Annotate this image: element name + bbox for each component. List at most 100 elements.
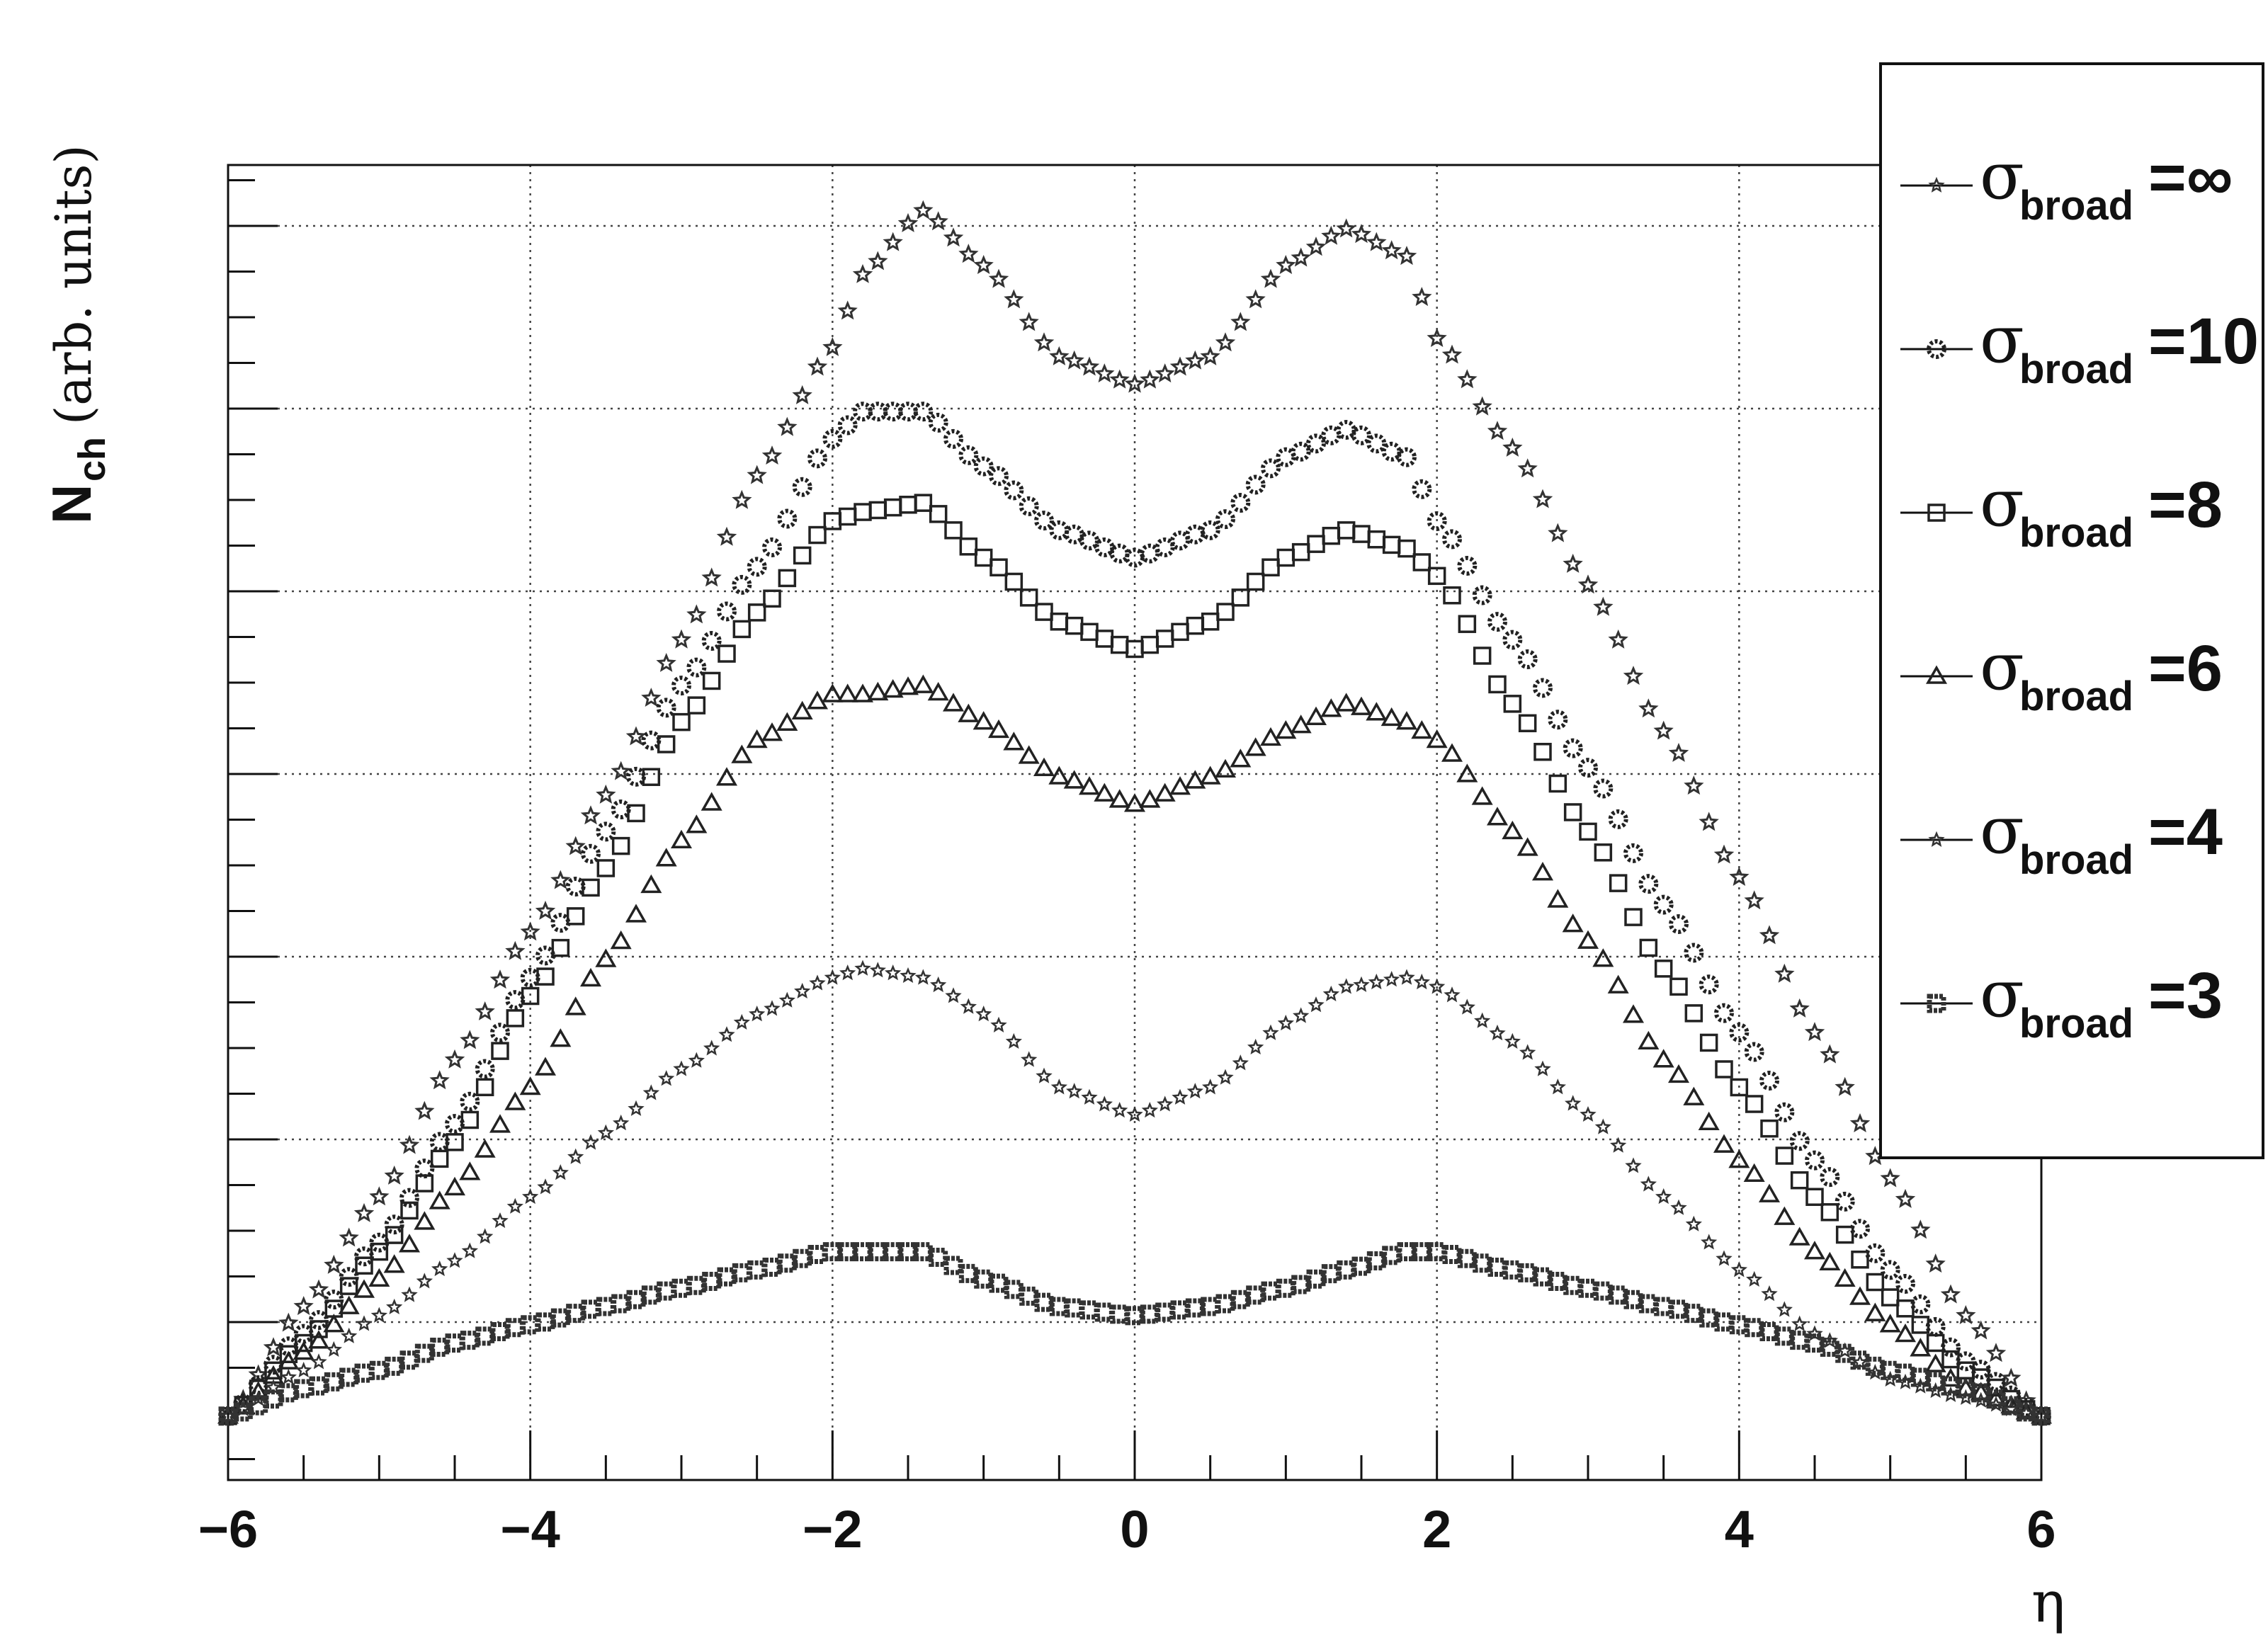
data-point — [746, 729, 768, 748]
data-point — [747, 465, 767, 484]
data-point — [882, 678, 904, 698]
data-point — [1623, 666, 1644, 685]
data-point — [446, 1133, 464, 1151]
data-point — [1532, 489, 1553, 508]
data-point — [764, 1000, 781, 1016]
legend-symbol: σ — [1980, 302, 2024, 377]
data-point — [1064, 524, 1084, 545]
data-point — [1004, 289, 1024, 309]
data-point — [1941, 1337, 1961, 1357]
data-point — [1078, 776, 1101, 795]
data-point — [1805, 1333, 1825, 1353]
data-point — [1670, 1199, 1687, 1215]
data-point — [506, 1009, 525, 1028]
data-point — [1549, 1078, 1567, 1095]
data-point — [1881, 1288, 1900, 1307]
data-point — [1321, 425, 1342, 445]
data-point — [1444, 986, 1461, 1003]
data-point — [718, 644, 736, 663]
data-point — [1744, 890, 1764, 910]
data-point — [1381, 240, 1402, 260]
data-point — [1865, 1243, 1886, 1263]
data-point — [1895, 1188, 1916, 1208]
data-point — [1577, 574, 1599, 594]
data-point — [610, 930, 632, 950]
data-point — [703, 1040, 720, 1056]
data-point — [1247, 1038, 1264, 1055]
data-point — [1774, 1206, 1796, 1225]
data-point — [597, 1124, 615, 1140]
legend-value: =6 — [2148, 632, 2223, 705]
data-point — [1502, 437, 1523, 457]
data-point — [552, 1164, 569, 1180]
data-point — [1063, 770, 1085, 789]
data-point — [325, 1341, 343, 1357]
data-point — [1427, 328, 1447, 348]
data-point — [1261, 458, 1281, 479]
data-point — [1834, 1268, 1856, 1287]
data-point — [793, 546, 812, 565]
data-point — [1563, 803, 1582, 821]
data-point — [595, 948, 617, 967]
data-point — [1291, 441, 1311, 462]
data-point — [1201, 613, 1220, 631]
data-point — [867, 681, 889, 701]
data-point — [1291, 247, 1311, 267]
data-point — [1698, 1111, 1720, 1131]
data-point — [1835, 1225, 1854, 1244]
data-point — [641, 688, 662, 707]
data-point — [671, 676, 691, 696]
data-point — [1244, 737, 1266, 756]
data-point — [2001, 1367, 2022, 1387]
data-point — [1879, 1314, 1901, 1333]
data-point — [429, 1070, 450, 1090]
data-point — [1685, 1215, 1702, 1231]
data-point — [1516, 837, 1538, 856]
data-point — [959, 537, 978, 556]
data-point — [1864, 1302, 1886, 1321]
data-point — [777, 416, 798, 436]
data-point — [853, 402, 873, 422]
x-tick-label: 0 — [1120, 1500, 1149, 1559]
data-point — [1531, 862, 1554, 881]
data-point — [777, 508, 798, 529]
data-point — [958, 703, 980, 722]
data-point — [794, 982, 811, 999]
data-point — [927, 682, 949, 701]
data-point — [611, 836, 630, 855]
data-point — [596, 784, 616, 804]
data-point — [1291, 1275, 1311, 1294]
data-point — [1609, 874, 1628, 892]
data-point — [1563, 553, 1583, 573]
y-axis-title-sub: ch — [71, 437, 113, 482]
data-point — [868, 251, 888, 271]
data-point — [1034, 1292, 1054, 1312]
legend-symbol: σ — [1980, 629, 2024, 705]
data-point — [1155, 537, 1175, 557]
data-point — [611, 761, 631, 780]
data-point — [2017, 1402, 2036, 1422]
series-open-triangle — [217, 674, 2053, 1424]
plot-background — [228, 165, 2041, 1480]
data-point — [1079, 530, 1099, 551]
data-point — [1759, 925, 1780, 945]
data-point — [914, 494, 933, 512]
data-point — [1397, 447, 1417, 467]
data-point — [1351, 425, 1371, 445]
data-point — [581, 843, 601, 864]
data-point — [1246, 572, 1265, 591]
data-point — [1429, 978, 1446, 994]
data-point — [808, 525, 827, 545]
data-point — [1745, 1095, 1764, 1113]
data-point — [1594, 843, 1613, 862]
data-point — [945, 987, 962, 1003]
data-point — [386, 1298, 403, 1315]
data-point — [1124, 373, 1145, 393]
data-point — [1623, 843, 1643, 863]
data-point — [459, 1161, 481, 1180]
data-point — [1669, 914, 1689, 935]
data-point — [1684, 943, 1704, 963]
data-point — [1910, 1219, 1931, 1239]
legend-subscript: broad — [2019, 183, 2133, 229]
